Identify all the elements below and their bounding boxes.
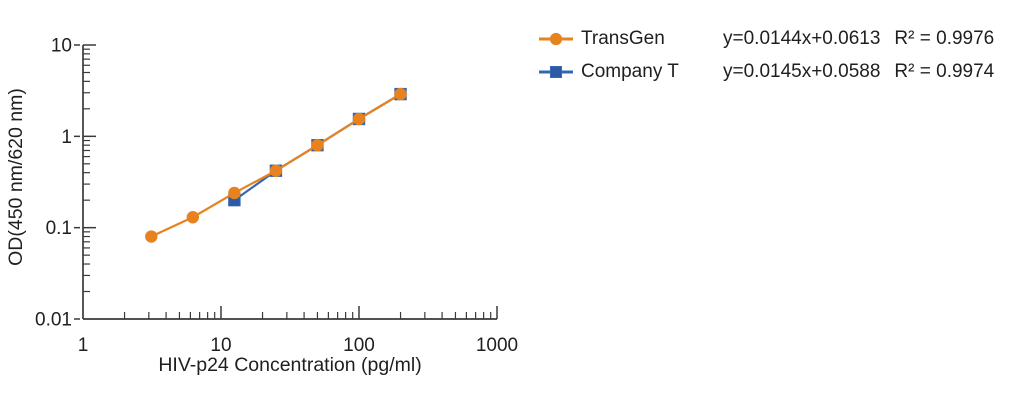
x-tick-label: 1	[78, 335, 89, 356]
data-point-transgen	[145, 230, 158, 243]
r-squared-transgen: R² = 0.9976	[894, 27, 995, 49]
data-point-transgen	[311, 138, 324, 152]
legend-item-transgen: TransGen y=0.0144x+0.0613 R² = 0.9976	[538, 22, 994, 55]
company-t-line-square-icon	[539, 65, 573, 78]
y-tick-label: 1	[61, 127, 72, 148]
data-point-transgen	[394, 87, 407, 101]
y-axis-title: OD(450 nm/620 nm)	[5, 88, 27, 266]
equation-company-t: y=0.0145x+0.0588	[723, 60, 881, 82]
r-squared-company-t: R² = 0.9974	[894, 60, 995, 82]
data-point-transgen	[228, 186, 241, 200]
y-tick-label: 0.01	[35, 310, 72, 331]
data-point-transgen	[269, 164, 283, 177]
data-point-transgen	[186, 211, 200, 224]
y-tick-label: 10	[51, 36, 72, 57]
x-tick-label: 100	[343, 335, 375, 356]
x-tick-label: 10	[210, 335, 231, 356]
legend-label-transgen: TransGen	[581, 27, 665, 49]
legend: TransGen y=0.0144x+0.0613 R² = 0.9976 Co…	[538, 22, 994, 88]
legend-item-company-t: Company T y=0.0145x+0.0588 R² = 0.9974	[538, 55, 994, 88]
legend-label-company-t: Company T	[581, 60, 679, 82]
x-axis-title: HIV-p24 Concentration (pg/ml)	[158, 354, 421, 376]
transgen-line-circle-icon	[539, 32, 573, 45]
data-point-transgen	[352, 112, 366, 126]
y-tick-label: 0.1	[46, 218, 72, 239]
x-tick-label: 1000	[476, 335, 518, 356]
equation-transgen: y=0.0144x+0.0613	[723, 27, 881, 49]
